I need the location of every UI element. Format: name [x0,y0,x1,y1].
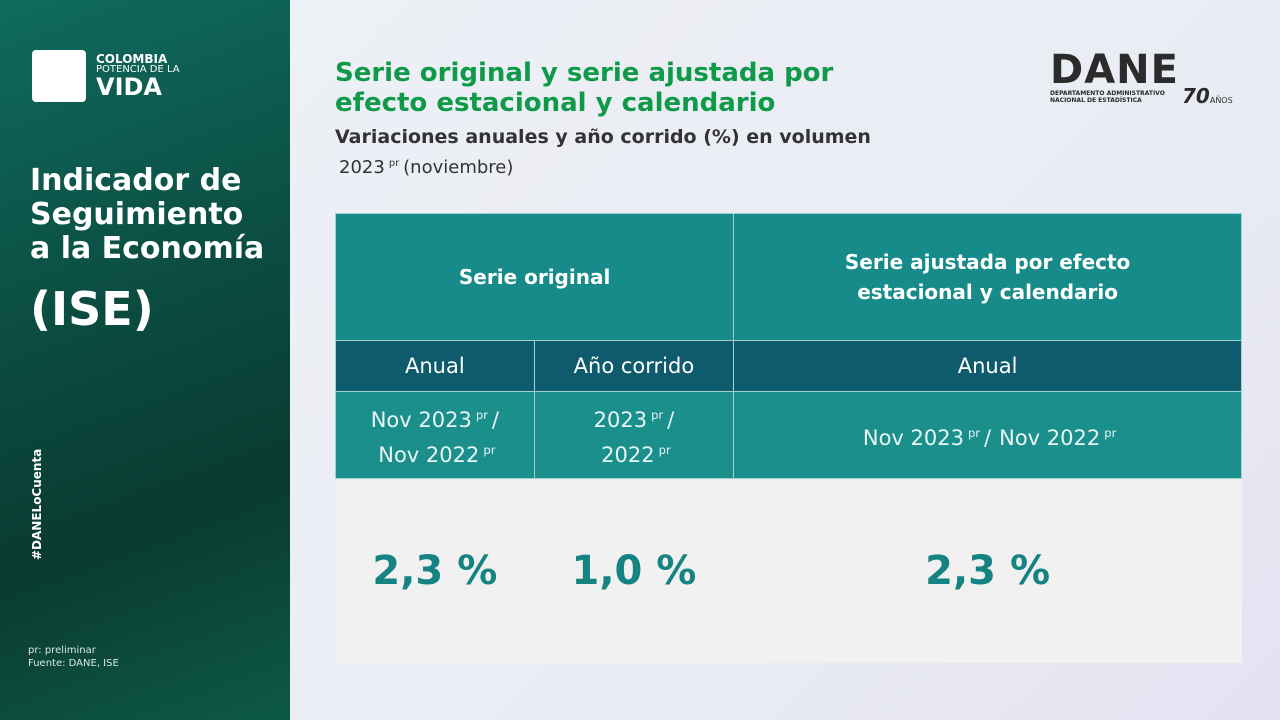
text-segment: 2023 [593,408,648,432]
text-segment: (noviembre) [403,157,514,178]
text-segment: Nov 2023 [370,408,472,432]
text-segment: / [491,408,499,432]
superscript: pr [1104,425,1117,440]
title-line: a la Economía [30,231,265,266]
period-cell: Nov 2023 pr / Nov 2022 pr [733,391,1242,479]
period-cell: Nov 2023 pr / Nov 2022 pr [335,391,535,479]
sidebar-title: Indicador de Seguimiento a la Economía [30,164,264,266]
title: Serie original y serie ajustada por efec… [335,58,833,118]
logo-name: DANE [1050,47,1179,93]
brand-line: POTENCIA DE LA [96,64,180,75]
period-line: Nov 2023 pr / [336,400,534,435]
title-line: Indicador de [30,163,242,198]
group-header: Serie ajustada por efecto estacional y c… [733,213,1242,341]
period-line: 2022 pr [535,435,734,470]
column-header: Anual [733,340,1242,392]
logo: DANE DEPARTAMENTO ADMINISTRATIVO NACIONA… [1050,47,1233,108]
table: Serie original Serie ajustada por efecto… [334,213,1242,663]
value-cell: 2,3 % [733,478,1242,663]
logo-line: NACIONAL DE ESTADÍSTICA [1050,97,1142,104]
period-cell: 2023 pr/2022 pr [533,391,735,479]
group-row: Serie original Serie ajustada por efecto… [334,213,1242,341]
anniversary-number: 70 [1182,84,1210,108]
text-segment: / [984,425,992,450]
text-segment: 2022 [601,443,655,467]
text-segment: Nov 2023 [862,425,964,450]
text-segment: 2023 [339,157,385,178]
period-row: Nov 2023 pr / Nov 2022 pr 2023 pr/2022 pr Nov 20… [335,391,1242,479]
column-header: Año corrido [533,340,735,392]
period-line: Nov 2023 pr / Nov 2022 pr [734,418,1241,453]
value-row: 2,3 % 1,0 % 2,3 % [335,478,1242,663]
text-segment: / [667,408,675,432]
hashtag: #DANELoCuenta [30,448,44,560]
subtitle: Variaciones anuales y año corrido (%) en… [335,126,871,148]
text-segment: Nov 2022 [378,443,480,467]
brand-line: COLOMBIA [96,52,168,66]
superscript: pr [967,425,981,440]
superscript: pr [475,408,488,422]
acronym: (ISE) [30,282,154,336]
brand-text: COLOMBIA POTENCIA DE LA VIDA [96,53,180,99]
text-segment: Nov 2022 [999,425,1101,450]
note: Fuente: DANE, ISE [28,658,119,669]
superscript: pr [658,443,671,457]
column-header: Anual [335,340,535,392]
logo-line: DEPARTAMENTO ADMINISTRATIVO [1050,90,1165,97]
brand-line: VIDA [96,73,162,101]
group-header: Serie original [334,213,735,341]
superscript: pr [388,158,400,169]
notes: pr: preliminar Fuente: DANE, ISE [28,644,119,670]
anniversary: 70AÑOS [1182,84,1233,108]
title-line: Seguimiento [30,197,244,232]
superscript: pr [651,408,664,422]
title-line: efecto estacional y calendario [335,88,776,118]
period: 2023 pr (noviembre) [335,157,517,178]
anniversary-label: AÑOS [1209,96,1233,105]
note: pr: preliminar [28,645,96,656]
sidebar: COLOMBIA POTENCIA DE LA VIDA Indicador d… [0,0,290,720]
title-line: Serie original y serie ajustada por [335,58,834,88]
period-line: 2023 pr / [535,400,734,435]
superscript: pr [483,443,496,457]
brand: COLOMBIA POTENCIA DE LA VIDA [32,50,180,102]
value-cell: 1,0 % [534,478,734,663]
value-cell: 2,3 % [335,478,535,663]
column-row: Anual Año corrido Anual [335,340,1242,392]
brand-icon [32,50,86,102]
period-line: Nov 2022 pr [336,435,534,470]
